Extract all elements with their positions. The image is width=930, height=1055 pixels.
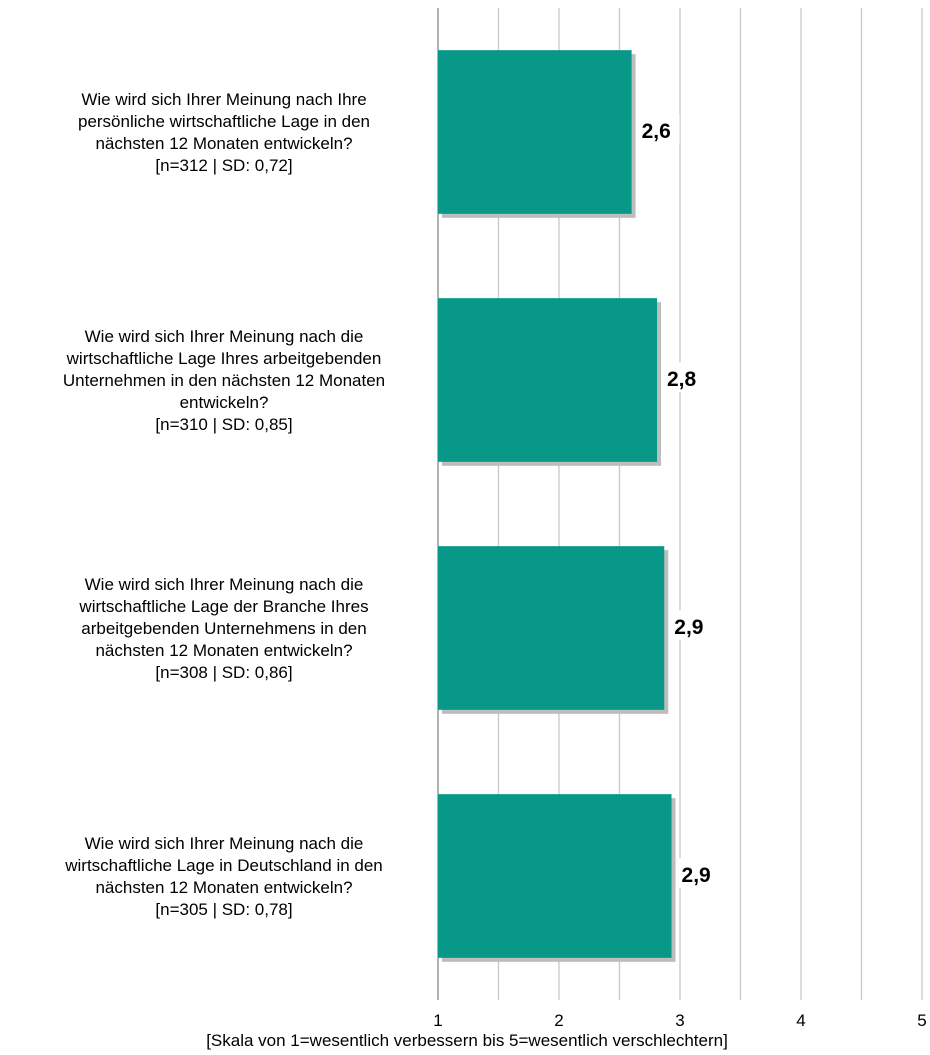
- value-label-background: [670, 610, 713, 640]
- category-label: Wie wird sich Ihrer Meinung nach die wirt…: [64, 834, 383, 919]
- value-label-background: [663, 362, 706, 392]
- value-label: 2,6: [642, 120, 671, 143]
- bar: [438, 794, 672, 958]
- bars: 2,6 2,8 2,9 2,9: [438, 50, 720, 962]
- bar: [438, 298, 658, 462]
- category-label: Wie wird sich Ihrer Meinung nach Ihre per…: [78, 90, 370, 175]
- category-label: Wie wird sich Ihrer Meinung nach die wirt…: [63, 327, 385, 434]
- value-label: 2,8: [667, 368, 697, 391]
- x-axis-ticks: 1 2 3 4 5: [433, 1011, 926, 1030]
- value-label-background: [637, 114, 680, 144]
- bar: [438, 50, 632, 214]
- x-tick-label: 4: [796, 1011, 805, 1030]
- value-label: 2,9: [682, 864, 711, 887]
- x-tick-label: 1: [433, 1011, 442, 1030]
- category-labels: Wie wird sich Ihrer Meinung nach Ihre per…: [63, 90, 385, 919]
- value-label-background: [677, 858, 720, 888]
- x-tick-label: 3: [675, 1011, 684, 1030]
- bar: [438, 546, 665, 710]
- x-tick-label: 2: [554, 1011, 563, 1030]
- x-tick-label: 5: [917, 1011, 926, 1030]
- category-label: Wie wird sich Ihrer Meinung nach die wirt…: [78, 575, 368, 682]
- x-axis-title: [Skala von 1=wesentlich verbessern bis 5…: [206, 1031, 728, 1050]
- value-label: 2,9: [674, 616, 703, 639]
